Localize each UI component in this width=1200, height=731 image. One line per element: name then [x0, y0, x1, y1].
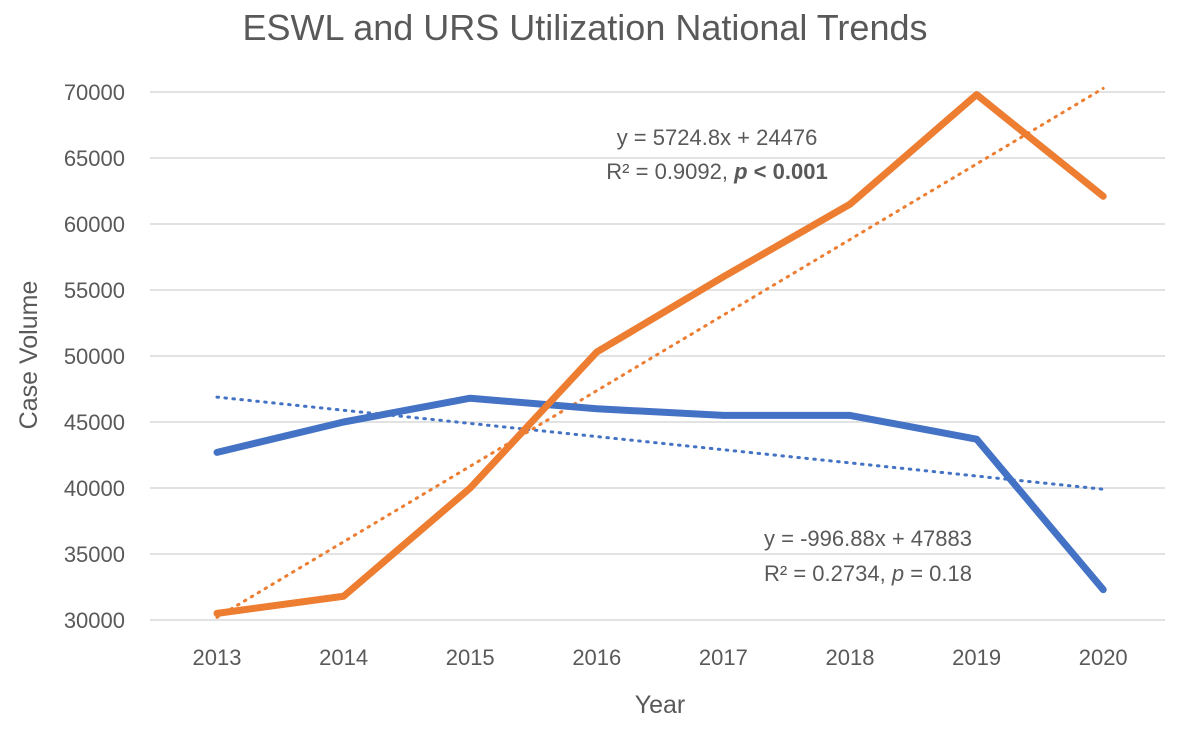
y-tick-label-70000: 70000	[64, 80, 125, 105]
y-tick-label-40000: 40000	[64, 476, 125, 501]
urs-equation-text: y = 5724.8x + 24476	[617, 125, 818, 150]
eswl-p-symbol: p	[891, 561, 904, 586]
urs-r2-text: R² = 0.9092, p < 0.001	[606, 159, 827, 184]
x-tick-label-2014: 2014	[319, 645, 368, 670]
eswl-equation-text: y = -996.88x + 47883	[764, 526, 972, 551]
eswl-series-line	[213, 394, 1107, 594]
x-tick-label-2017: 2017	[699, 645, 748, 670]
x-axis-title: Year	[635, 691, 686, 719]
y-tick-label-35000: 35000	[64, 542, 125, 567]
y-tick-label-30000: 30000	[64, 608, 125, 633]
y-tick-label-55000: 55000	[64, 278, 125, 303]
x-tick-label-2019: 2019	[952, 645, 1001, 670]
x-tick-label-2020: 2020	[1079, 645, 1128, 670]
eswl-p-value: = 0.18	[904, 561, 972, 586]
eswl-r2-prefix: R² = 0.2734,	[764, 561, 892, 586]
y-tick-label-45000: 45000	[64, 410, 125, 435]
urs-trend-equation: y = 5724.8x + 24476 R² = 0.9092, p < 0.0…	[606, 125, 827, 184]
y-tick-label-65000: 65000	[64, 146, 125, 171]
urs-p-value: < 0.001	[748, 159, 828, 184]
series-lines	[213, 91, 1107, 617]
eswl-r2-text: R² = 0.2734, p = 0.18	[764, 561, 972, 586]
x-tick-label-2013: 2013	[193, 645, 242, 670]
y-tick-labels: 30000 35000 40000 45000 50000 55000 60000 65000…	[64, 80, 125, 633]
x-tick-label-2018: 2018	[826, 645, 875, 670]
x-tick-label-2015: 2015	[446, 645, 495, 670]
urs-r2-prefix: R² = 0.9092,	[606, 159, 734, 184]
y-tick-label-60000: 60000	[64, 212, 125, 237]
x-tick-label-2016: 2016	[572, 645, 621, 670]
urs-p-symbol: p	[733, 159, 747, 184]
y-tick-label-50000: 50000	[64, 344, 125, 369]
urs-series-line	[213, 91, 1107, 617]
x-tick-labels: 2013 2014 2015 2016 2017 2018 2019 2020	[193, 645, 1128, 670]
chart-title: ESWL and URS Utilization National Trends	[243, 7, 928, 48]
y-axis-title: Case Volume	[15, 281, 43, 430]
eswl-trend-equation: y = -996.88x + 47883 R² = 0.2734, p = 0.…	[764, 526, 972, 586]
